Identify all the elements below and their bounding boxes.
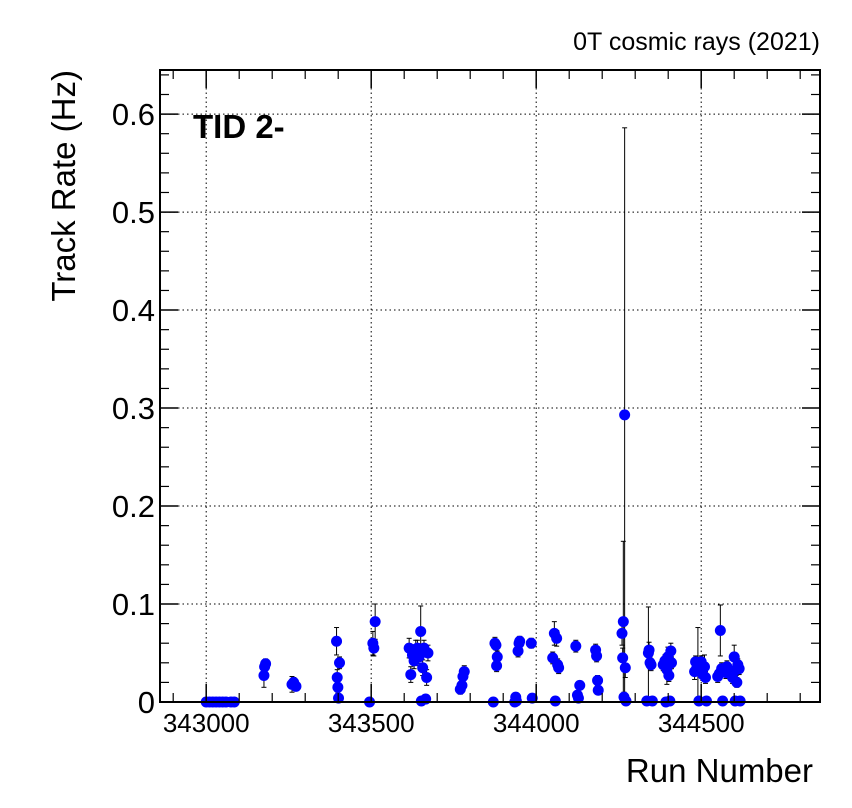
data-point	[491, 660, 503, 672]
y-tick-label: 0.3	[112, 391, 155, 426]
data-point	[417, 662, 429, 674]
data-point	[332, 681, 344, 693]
x-tick-label: 343000	[163, 708, 250, 738]
data-point	[665, 645, 677, 657]
y-tick-label: 0.5	[112, 195, 155, 230]
y-tick-label: 0	[138, 685, 155, 720]
data-point	[413, 651, 425, 663]
data-point	[643, 644, 655, 656]
y-tick-label: 0.2	[112, 489, 155, 524]
data-point	[572, 692, 584, 704]
data-point	[591, 650, 603, 662]
error-bars	[261, 127, 742, 703]
data-point	[619, 409, 631, 421]
grid-lines	[160, 70, 820, 702]
chart-annotation: TID 2-	[193, 108, 285, 145]
data-point	[592, 674, 604, 686]
data-point	[456, 679, 468, 691]
data-point	[491, 651, 503, 663]
data-point	[733, 663, 745, 675]
data-point	[334, 657, 346, 669]
y-axis-ticks: 0 0.1 0.2 0.3 0.4 0.5 0.6	[112, 74, 820, 720]
data-point	[551, 632, 563, 644]
data-point	[369, 616, 381, 628]
data-point	[368, 642, 380, 654]
y-tick-label: 0.1	[112, 587, 155, 622]
data-point	[721, 661, 733, 673]
data-points	[200, 409, 746, 708]
data-point	[290, 680, 302, 692]
data-point	[553, 662, 565, 674]
data-point	[619, 662, 631, 674]
data-point	[260, 658, 272, 670]
data-point	[514, 635, 526, 647]
x-axis-label: Run Number	[626, 752, 813, 789]
data-point	[458, 666, 470, 678]
plot-frame	[159, 69, 821, 703]
data-point	[699, 672, 711, 684]
data-point	[699, 661, 710, 673]
data-point	[415, 625, 427, 637]
data-point	[666, 657, 677, 669]
data-point	[617, 652, 629, 664]
data-point	[525, 637, 537, 649]
data-point	[714, 624, 726, 636]
chart-title: 0T cosmic rays (2021)	[573, 28, 820, 56]
x-tick-label: 344000	[493, 708, 580, 738]
data-point	[731, 676, 743, 688]
y-tick-label: 0.6	[112, 97, 155, 132]
data-point	[574, 679, 586, 691]
data-point	[422, 647, 434, 659]
data-point	[570, 640, 582, 652]
data-point	[331, 672, 343, 684]
y-tick-label: 0.4	[112, 293, 155, 328]
data-point	[421, 672, 433, 684]
x-tick-label: 344500	[658, 708, 745, 738]
data-point	[331, 635, 343, 647]
data-point	[617, 616, 629, 628]
data-point	[258, 670, 270, 682]
data-point	[490, 639, 502, 651]
data-point	[592, 684, 604, 696]
data-point	[645, 659, 657, 671]
data-point	[663, 670, 675, 682]
data-point	[526, 692, 538, 704]
data-point	[405, 669, 417, 681]
x-axis-ticks: 343000 343500 344000 344500	[163, 70, 801, 738]
y-axis-label: Track Rate (Hz)	[45, 70, 82, 302]
data-point	[616, 627, 628, 639]
x-tick-label: 343500	[328, 708, 415, 738]
